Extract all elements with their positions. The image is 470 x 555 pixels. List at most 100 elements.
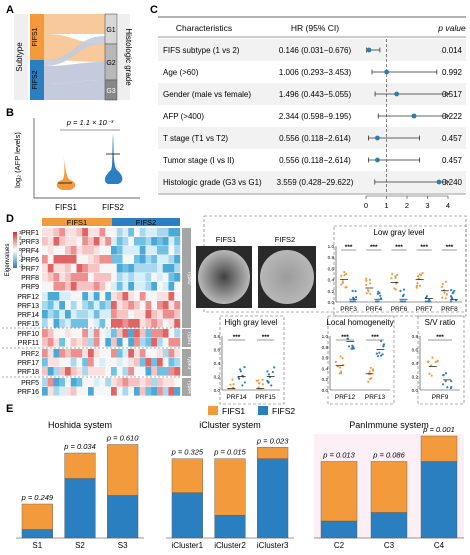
dot-point [272, 371, 274, 373]
dot-point [339, 355, 341, 357]
heatmap-cell [65, 273, 71, 282]
heatmap-cell [82, 273, 88, 282]
heatmap-cell [134, 273, 140, 282]
heatmap-cell [42, 273, 48, 282]
dot-panel-y-tick: 0.2 [412, 375, 419, 380]
heatmap-cell [146, 358, 152, 367]
heatmap-cell [111, 228, 117, 237]
heatmap-cell [140, 264, 146, 273]
heatmap-cell [140, 358, 146, 367]
bar-segment-fifs1 [421, 436, 457, 462]
heatmap-cell [134, 310, 140, 319]
heatmap-cell [174, 358, 180, 367]
ct-image-fifs1-label: FIFS1 [216, 235, 236, 244]
heatmap-cell [77, 349, 83, 358]
heatmap-cell [140, 282, 146, 291]
dot-point [239, 368, 241, 370]
heatmap-cell [88, 264, 94, 273]
heatmap-cell [134, 358, 140, 367]
heatmap-cell [174, 378, 180, 387]
heatmap-cell [42, 310, 48, 319]
heatmap-cell [151, 319, 157, 328]
heatmap-cell [163, 292, 169, 301]
heatmap-cell [146, 301, 152, 310]
dot-panel-y-tick: 0.4 [328, 278, 335, 283]
dot-point [396, 274, 398, 276]
heatmap-cell [123, 387, 129, 396]
dot-point [369, 293, 371, 295]
c-header-hr: HR (95% CI) [291, 23, 339, 33]
dot-point [341, 357, 343, 359]
heatmap-cell [54, 358, 60, 367]
dot-panel-y-tick: 0.8 [322, 345, 329, 350]
heatmap-cell [128, 237, 134, 246]
heatmap-cell [174, 301, 180, 310]
heatmap-row-label: PRF6 [21, 257, 39, 264]
heatmap-cell [100, 292, 106, 301]
heatmap-cell [54, 292, 60, 301]
heatmap-row-label: PRF16 [17, 389, 39, 396]
heatmap-cell [100, 310, 106, 319]
heatmap-cell [134, 255, 140, 264]
heatmap-row-label: PRF4 [21, 248, 39, 255]
heatmap-cell [105, 292, 111, 301]
dot-point [441, 286, 443, 288]
heatmap-cell [88, 387, 94, 396]
heatmap-cell [48, 329, 54, 338]
heatmap-cell [123, 246, 129, 255]
heatmap-cell [65, 292, 71, 301]
heatmap-cell [163, 237, 169, 246]
heatmap-row-label: PRF8 [21, 275, 39, 282]
heatmap-cell [54, 301, 60, 310]
heatmap-cell [65, 358, 71, 367]
dot-point [445, 281, 447, 283]
node-g1-label: G1 [106, 27, 115, 34]
heatmap-cell [71, 378, 77, 387]
c-hr-point [394, 92, 399, 97]
dot-panel-title: Local homogeneity [326, 318, 393, 327]
heatmap-cell [65, 349, 71, 358]
heatmap-cell [163, 319, 169, 328]
heatmap-cell [54, 378, 60, 387]
dot-point [352, 297, 354, 299]
heatmap-cell [123, 228, 129, 237]
c-x-tick-label: 0 [364, 201, 368, 210]
dot-point [445, 380, 447, 382]
heatmap-cell [88, 301, 94, 310]
heatmap-cell [48, 358, 54, 367]
heatmap-cell [59, 387, 65, 396]
heatmap-cell [48, 319, 54, 328]
heatmap-cell [111, 282, 117, 291]
bar-x-label: S2 [75, 541, 85, 550]
heatmap-cell [105, 301, 111, 310]
heatmap-cell [151, 358, 157, 367]
heatmap-cell [117, 237, 123, 246]
heatmap-cell [42, 237, 48, 246]
heatmap-cell [65, 310, 71, 319]
heatmap-cell [151, 329, 157, 338]
heatmap-cell [157, 246, 163, 255]
heatmap-cell [128, 282, 134, 291]
heatmap-cell [134, 228, 140, 237]
heatmap-cell [123, 338, 129, 347]
dot-panel-y-tick: 0.0 [214, 388, 221, 393]
heatmap-cell [48, 255, 54, 264]
heatmap-cell [82, 282, 88, 291]
heatmap-cell [59, 237, 65, 246]
heatmap-cell [59, 349, 65, 358]
heatmap-cell [117, 282, 123, 291]
panel-letter-e: E [6, 403, 13, 415]
heatmap-cell [140, 301, 146, 310]
heatmap-cell [140, 349, 146, 358]
heatmap-cell [59, 310, 65, 319]
heatmap-cell [123, 367, 129, 376]
heatmap-cell [117, 255, 123, 264]
heatmap-cell [100, 367, 106, 376]
heatmap-cell [54, 273, 60, 282]
heatmap-cell [111, 301, 117, 310]
heatmap-cell [157, 378, 163, 387]
heatmap-cell [111, 237, 117, 246]
heatmap-cell [146, 319, 152, 328]
dot-point [266, 380, 268, 382]
eigenvalue-colorbar [13, 232, 17, 268]
